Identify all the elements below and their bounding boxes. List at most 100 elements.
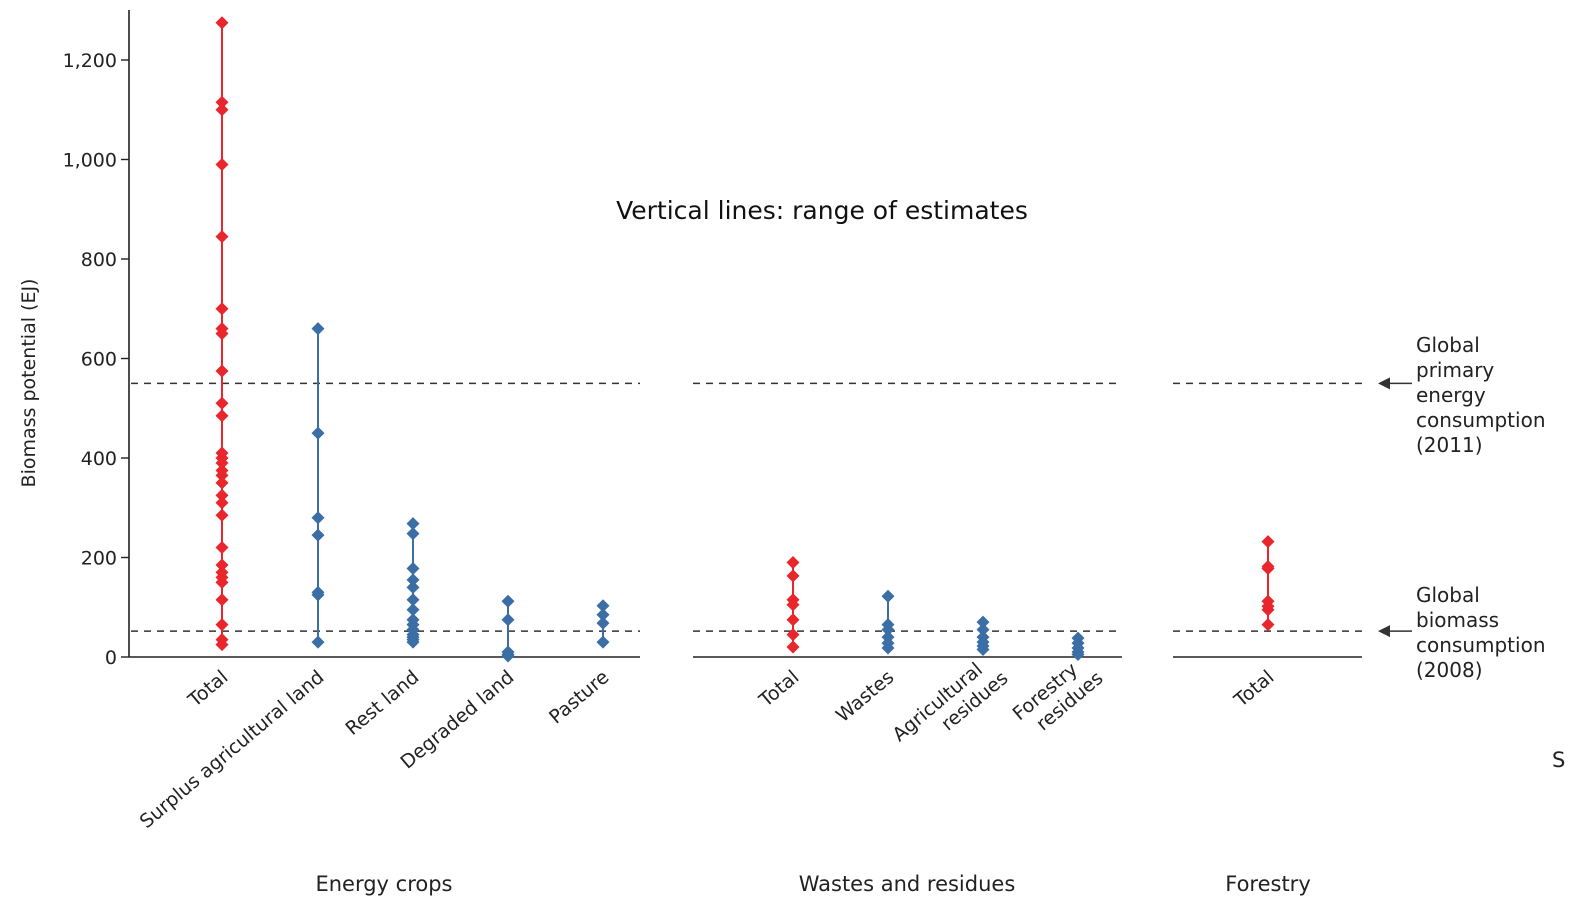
reference-label-line: energy — [1416, 383, 1486, 407]
data-point — [786, 628, 800, 642]
data-point — [311, 511, 325, 525]
data-point — [596, 608, 610, 622]
reference-label: Global primary energy consumption (2011) — [1416, 333, 1546, 457]
data-point — [215, 508, 229, 522]
y-tick-label: 0 — [105, 647, 117, 669]
data-point — [406, 635, 420, 649]
data-point — [881, 641, 895, 655]
data-point — [596, 635, 610, 649]
category-label: Forestryresidues — [1009, 649, 1108, 742]
data-point — [976, 623, 990, 637]
data-point — [501, 594, 515, 608]
y-tick-label: 600 — [81, 349, 117, 371]
category-label-line: Total — [754, 666, 803, 712]
data-point — [786, 613, 800, 627]
data-point — [406, 580, 420, 594]
category-label: Rest land — [341, 666, 423, 740]
category-label: Total — [1229, 666, 1278, 712]
data-point — [215, 558, 229, 572]
data-point — [215, 327, 229, 341]
y-axis-title: Biomass potential (EJ) — [18, 279, 40, 488]
arrow-left-icon — [1378, 625, 1390, 638]
data-point — [215, 638, 229, 652]
data-point — [881, 623, 895, 637]
data-point — [406, 561, 420, 575]
category-label-line: Pasture — [545, 666, 613, 728]
group-label: Forestry — [1225, 872, 1311, 896]
data-point — [215, 103, 229, 117]
data-point — [215, 488, 229, 502]
data-point — [215, 396, 229, 410]
data-point — [406, 603, 420, 617]
data-point — [501, 649, 515, 663]
data-point — [215, 456, 229, 470]
labels: Vertical lines: range of estimates Bioma… — [18, 196, 1565, 896]
data-point — [976, 643, 990, 657]
data-point — [311, 635, 325, 649]
data-point — [215, 541, 229, 555]
data-point — [406, 573, 420, 587]
category-label: Surplus agricultural land — [136, 666, 329, 833]
y-tick-label: 1,200 — [63, 50, 117, 72]
reference-lines — [131, 377, 1412, 638]
data-point — [596, 599, 610, 613]
arrow-left-icon — [1378, 377, 1390, 390]
reference-label-line: consumption — [1416, 408, 1546, 432]
data-point — [1261, 603, 1275, 617]
data-point — [311, 528, 325, 542]
reference-label-line: Global — [1416, 333, 1480, 357]
data-point — [215, 575, 229, 589]
data-point — [596, 616, 610, 630]
y-tick-label: 800 — [81, 249, 117, 271]
data-series — [215, 16, 1275, 663]
reference-label-line: (2011) — [1416, 433, 1483, 457]
data-point — [786, 640, 800, 654]
data-point — [215, 468, 229, 482]
category-label: Total — [754, 666, 803, 712]
data-point — [215, 157, 229, 171]
data-point — [311, 426, 325, 440]
data-point — [311, 322, 325, 336]
category-label-line: Total — [1229, 666, 1278, 712]
category-label-line: Surplus agricultural land — [136, 666, 329, 833]
group-label: Wastes and residues — [799, 872, 1016, 896]
y-tick-label: 200 — [81, 548, 117, 570]
data-point — [976, 615, 990, 629]
category-label-line: Total — [183, 666, 232, 712]
range-annotation: Vertical lines: range of estimates — [616, 196, 1028, 225]
category-label-line: Rest land — [341, 666, 423, 740]
data-point — [406, 593, 420, 607]
data-point — [1261, 618, 1275, 632]
category-label-line: Wastes — [832, 666, 898, 727]
data-point — [215, 593, 229, 607]
y-tick-label: 1,000 — [63, 150, 117, 172]
data-point — [215, 95, 229, 109]
data-point — [786, 569, 800, 583]
data-point — [215, 476, 229, 490]
data-point — [1261, 535, 1275, 549]
plot-area: 0 200 400 600 800 1,000 1,200 — [63, 10, 1362, 669]
data-point — [215, 409, 229, 423]
data-point — [1261, 561, 1275, 575]
data-point — [406, 517, 420, 531]
data-point — [215, 496, 229, 510]
data-point — [215, 618, 229, 632]
edge-text: S — [1552, 748, 1565, 772]
data-point — [406, 527, 420, 541]
data-point — [501, 613, 515, 627]
category-label: Wastes — [832, 666, 898, 727]
data-point — [311, 588, 325, 602]
category-label: Total — [183, 666, 232, 712]
category-label: Pasture — [545, 666, 613, 728]
data-point — [215, 364, 229, 378]
reference-label-line: biomass — [1416, 608, 1499, 632]
data-point — [215, 302, 229, 316]
data-point — [786, 598, 800, 612]
reference-label-line: primary — [1416, 358, 1494, 382]
data-point — [1071, 648, 1085, 662]
reference-label-line: consumption — [1416, 633, 1546, 657]
data-point — [215, 230, 229, 244]
data-point — [215, 16, 229, 30]
y-tick-label: 400 — [81, 448, 117, 470]
